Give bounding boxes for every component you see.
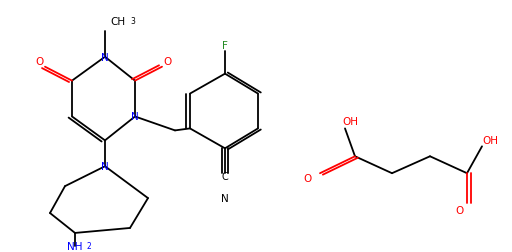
Text: OH: OH bbox=[342, 117, 358, 127]
Text: O: O bbox=[163, 56, 171, 67]
Text: OH: OH bbox=[482, 136, 498, 146]
Text: N: N bbox=[221, 193, 229, 203]
Text: NH: NH bbox=[67, 241, 83, 251]
Text: 3: 3 bbox=[131, 17, 136, 26]
Text: O: O bbox=[36, 56, 44, 67]
Text: N: N bbox=[131, 112, 139, 122]
Text: N: N bbox=[101, 162, 109, 172]
Text: O: O bbox=[304, 173, 312, 183]
Text: 2: 2 bbox=[86, 241, 91, 250]
Text: O: O bbox=[456, 205, 464, 215]
Text: F: F bbox=[222, 41, 228, 51]
Text: CH: CH bbox=[111, 17, 125, 27]
Text: N: N bbox=[101, 52, 109, 62]
Text: C: C bbox=[222, 172, 228, 181]
